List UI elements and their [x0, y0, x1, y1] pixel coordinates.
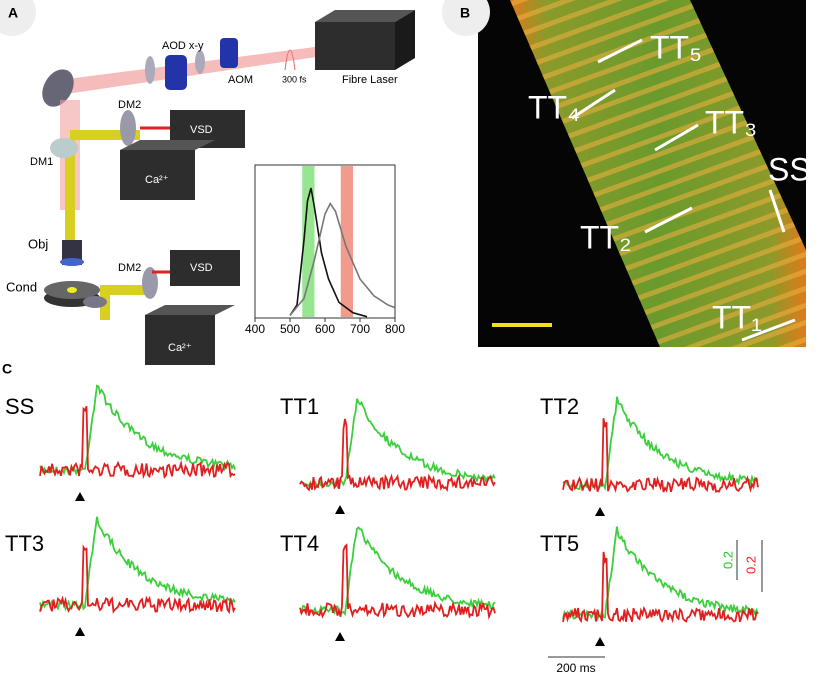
- marker: [644, 206, 693, 234]
- stimulus: [595, 507, 605, 516]
- x-tick-label: 600: [315, 322, 335, 336]
- label: DM1: [30, 156, 53, 168]
- label: Obj: [28, 236, 48, 251]
- label: Ca²⁺: [168, 342, 192, 354]
- trace-green: [299, 398, 496, 490]
- trace-label: TT4: [280, 531, 319, 556]
- striations: [510, 0, 806, 347]
- label-bg: [442, 0, 490, 36]
- trace-label: TT2: [540, 394, 579, 419]
- trace-red: [299, 543, 496, 620]
- label: VSD: [190, 262, 213, 274]
- stimulus: [595, 637, 605, 646]
- marker: [571, 88, 616, 120]
- spectrum: 400 500 600 700 800: [245, 164, 405, 336]
- optics: [42, 10, 415, 365]
- x-tick-label: 400: [245, 322, 265, 336]
- label-bg: [0, 0, 36, 36]
- stimulus: [335, 632, 345, 641]
- spectrum-line: [289, 202, 396, 316]
- region-label: SS: [768, 151, 811, 187]
- trace-green: [562, 526, 759, 622]
- region-label: TT₂: [580, 219, 632, 255]
- region-label: TT₅: [650, 29, 702, 65]
- marker: [597, 38, 643, 64]
- label: Ca²⁺: [145, 174, 169, 186]
- label: Fibre Laser: [342, 74, 398, 86]
- trace-red: [562, 551, 759, 624]
- trace-green: [39, 516, 236, 612]
- spectrum-line: [289, 187, 368, 318]
- label: VSD: [190, 124, 213, 136]
- scale-label: 0.2: [720, 551, 735, 569]
- trace-red: [39, 544, 236, 615]
- band: [340, 166, 353, 317]
- x-tick-label: 700: [350, 322, 370, 336]
- label: DM2: [118, 99, 141, 111]
- label: 300 fs: [282, 74, 307, 84]
- stimulus: [335, 505, 345, 514]
- region-label: TT₃: [705, 104, 757, 140]
- stimulus: [75, 627, 85, 636]
- trace-red: [562, 418, 759, 494]
- trace-label: TT1: [280, 394, 319, 419]
- region-label: TT₁: [712, 299, 762, 335]
- scale-label: 0.2: [743, 556, 758, 574]
- band: [302, 166, 315, 317]
- stimulus: [75, 492, 85, 501]
- label: Cond: [6, 279, 37, 294]
- x-tick-label: 800: [385, 322, 405, 336]
- trace-label: TT5: [540, 531, 579, 556]
- panel-label: B: [460, 5, 470, 21]
- trace-green: [299, 526, 496, 617]
- label: DM2: [118, 262, 141, 274]
- trace-label: SS: [5, 394, 34, 419]
- label: AOD x-y: [162, 40, 204, 52]
- trace-label: TT3: [5, 531, 44, 556]
- x-tick-label: 500: [280, 322, 300, 336]
- markers: TT₅ TT₄ TT₃ SS TT₂ TT₁: [528, 29, 811, 342]
- marker: [654, 123, 699, 152]
- trace-red: [299, 418, 496, 492]
- traces: SS TT1 TT2 TT3 TT4 TT5: [5, 384, 759, 646]
- panel-label: A: [8, 5, 18, 21]
- trace-green: [39, 384, 236, 476]
- trace-green: [562, 396, 759, 492]
- label: AOM: [228, 74, 253, 86]
- region-label: TT₄: [528, 89, 580, 125]
- panel-label: C: [2, 361, 12, 377]
- marker: [741, 318, 796, 342]
- marker: [768, 189, 786, 233]
- trace-red: [39, 405, 236, 480]
- scale-label: 200 ms: [556, 661, 595, 675]
